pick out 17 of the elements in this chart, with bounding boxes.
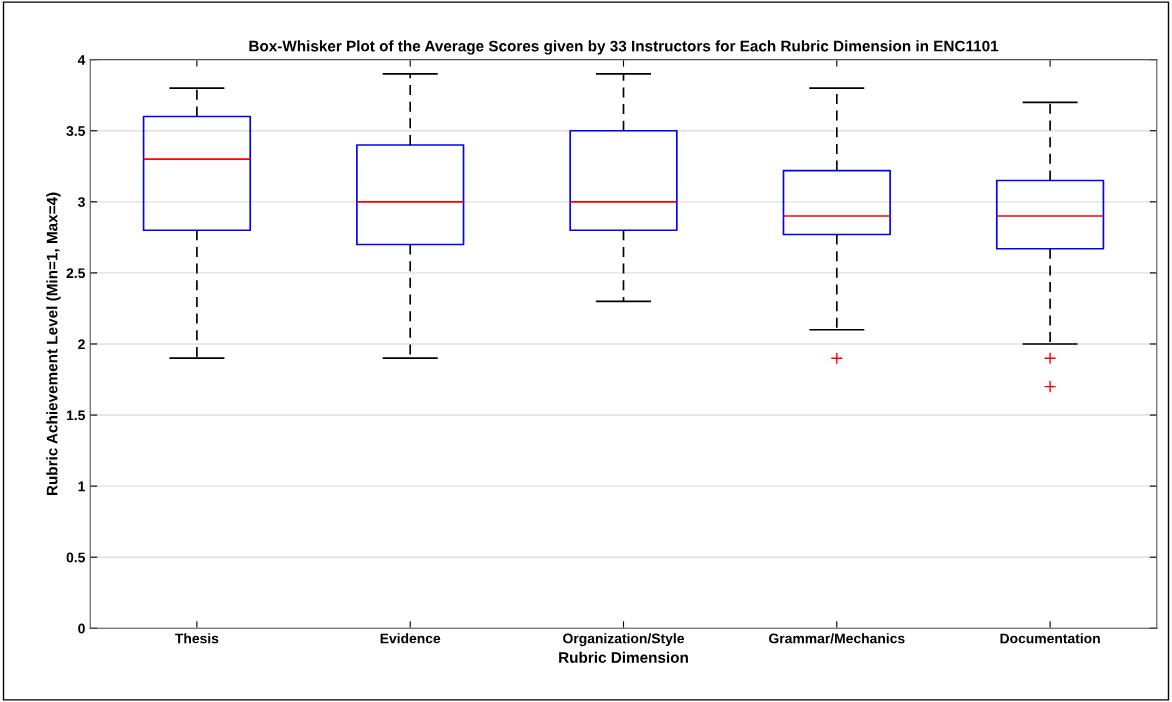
x-tick-label: Thesis	[175, 633, 219, 644]
y-tick-label: 1	[78, 481, 85, 492]
y-tick-label: 0.5	[66, 552, 85, 563]
y-tick-label: 2	[78, 339, 85, 350]
x-tick-label: Documentation	[1000, 633, 1100, 644]
y-tick-label: 2.5	[66, 268, 85, 279]
y-tick-label: 3	[77, 197, 85, 208]
x-tick-label: Grammar/Mechanics	[769, 633, 905, 644]
y-tick-label: 0	[78, 623, 85, 634]
x-tick-label: Evidence	[380, 633, 441, 644]
x-axis-title: Rubric Dimension	[559, 651, 688, 663]
y-axis-title: Rubric Achievement Level (Min=1, Max=4)	[46, 192, 61, 496]
chart-title: Box-Whisker Plot of the Average Scores given by 33 Instructors for Each Rubric Dimension in ENC1101	[249, 40, 999, 55]
y-tick-label: 4	[77, 55, 86, 65]
x-tick-label: Organization/Style	[563, 633, 684, 647]
y-tick-label: 3.5	[66, 126, 85, 136]
y-tick-label: 1.5	[66, 410, 85, 421]
